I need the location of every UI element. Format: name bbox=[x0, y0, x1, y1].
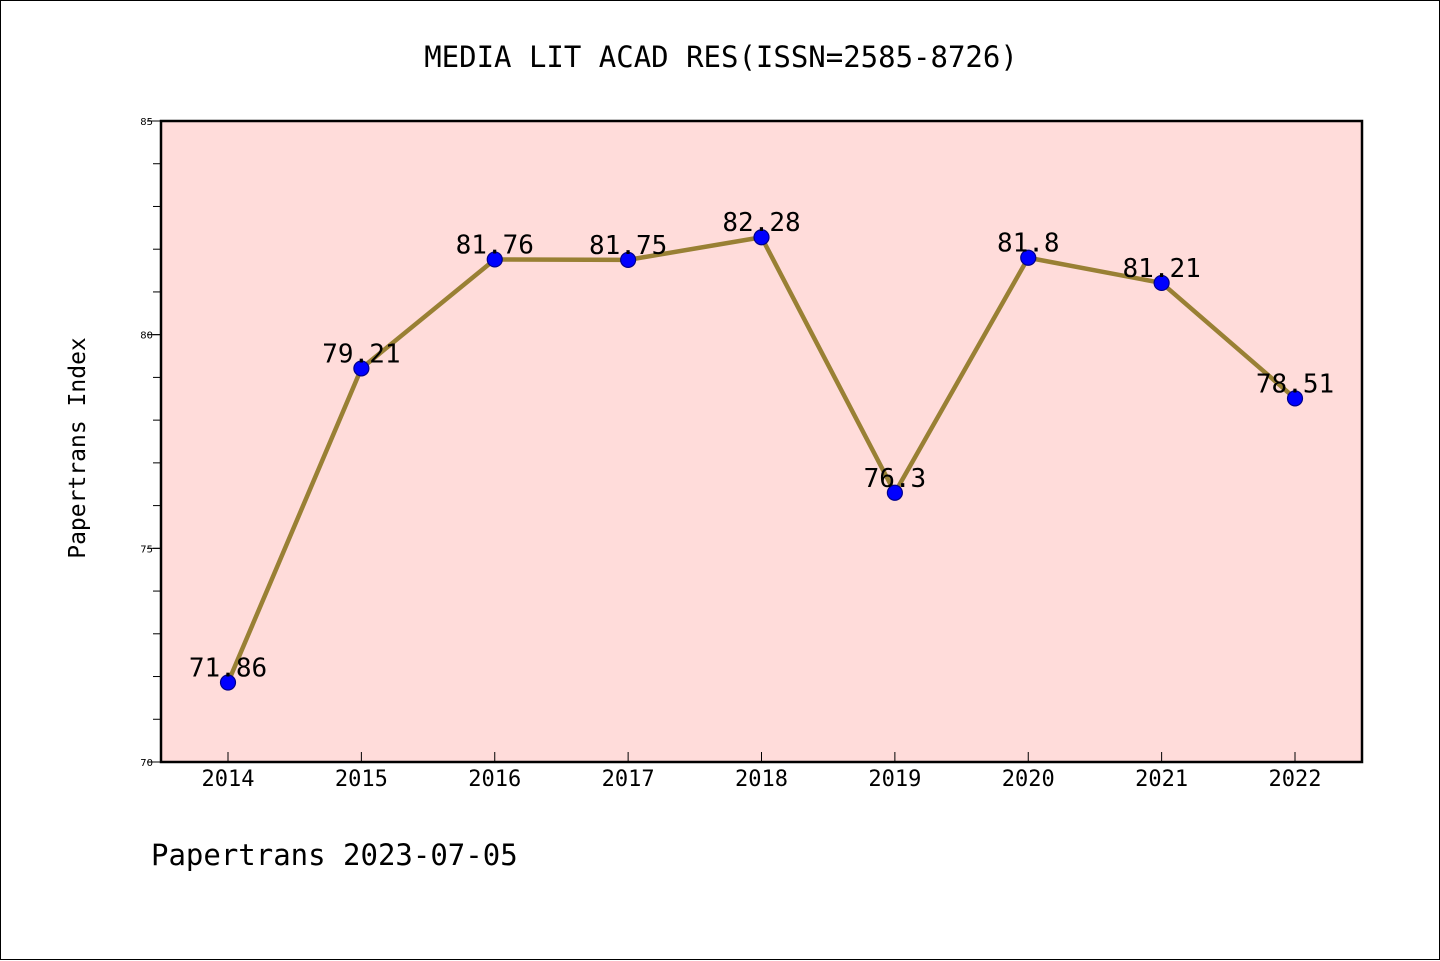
x-tick-label: 2022 bbox=[1269, 767, 1322, 792]
data-point bbox=[1020, 249, 1037, 266]
plot-border bbox=[159, 119, 1364, 764]
data-point bbox=[753, 229, 770, 246]
data-point bbox=[353, 360, 370, 377]
x-axis: 2014 2015 2016 2017 2018 2019 2020 2021 2022 bbox=[202, 752, 1322, 792]
y-tick-label: 85 bbox=[140, 117, 153, 128]
data-point bbox=[219, 674, 237, 691]
data-label: 79.21 bbox=[322, 339, 400, 369]
data-label: 71.86 bbox=[189, 654, 267, 684]
data-markers bbox=[219, 229, 1304, 691]
data-labels: 71.86 79.21 81.76 81.75 82.28 76.3 81.8 81.21 78… bbox=[189, 208, 1334, 683]
y-axis-label: Papertrans Index bbox=[65, 337, 91, 559]
data-label: 81.8 bbox=[997, 229, 1060, 259]
x-tick-label: 2021 bbox=[1135, 767, 1188, 792]
data-point bbox=[620, 251, 637, 268]
data-label: 76.3 bbox=[864, 464, 927, 494]
x-tick-label: 2015 bbox=[335, 767, 388, 792]
x-tick-label: 2019 bbox=[868, 767, 921, 792]
chart-title: MEDIA LIT ACAD RES(ISSN=2585-8726) bbox=[424, 40, 1018, 74]
data-label: 78.51 bbox=[1256, 369, 1334, 399]
data-label: 82.28 bbox=[722, 208, 800, 238]
y-tick-label: 70 bbox=[140, 758, 153, 769]
x-tick-label: 2020 bbox=[1002, 767, 1055, 792]
x-tick-label: 2016 bbox=[468, 767, 521, 792]
plot-area bbox=[161, 121, 1362, 762]
y-tick-label: 75 bbox=[140, 544, 153, 555]
y-tick-label: 80 bbox=[140, 331, 153, 342]
data-point bbox=[1286, 390, 1304, 407]
x-tick-label: 2014 bbox=[202, 767, 255, 792]
data-label: 81.75 bbox=[589, 231, 667, 261]
data-label: 81.76 bbox=[456, 230, 534, 260]
data-point bbox=[886, 484, 903, 501]
data-label: 81.21 bbox=[1122, 254, 1200, 284]
data-point bbox=[486, 251, 503, 268]
data-point bbox=[1153, 274, 1170, 292]
footer-text: Papertrans 2023-07-05 bbox=[151, 838, 518, 872]
x-tick-label: 2017 bbox=[602, 767, 655, 792]
x-tick-label: 2018 bbox=[735, 767, 788, 792]
y-axis: 70 75 80 85 bbox=[140, 117, 161, 769]
